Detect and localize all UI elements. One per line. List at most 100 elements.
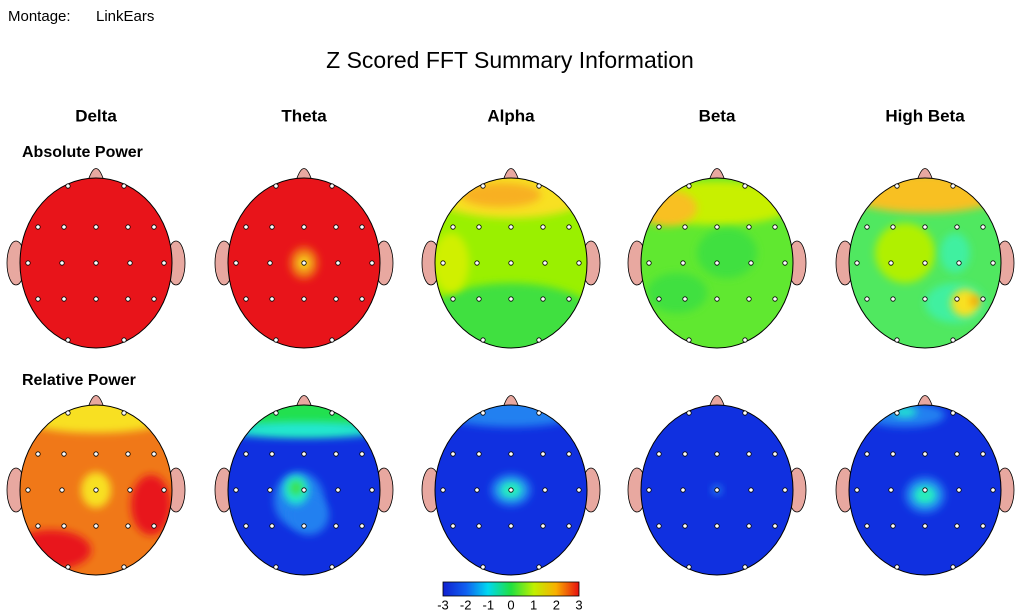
electrode	[59, 487, 65, 493]
electrode	[269, 224, 275, 230]
electrode	[980, 451, 986, 457]
electrode	[922, 296, 928, 302]
electrode	[335, 260, 341, 266]
electrode	[359, 296, 365, 302]
electrode	[301, 260, 307, 266]
electrode	[269, 451, 275, 457]
electrode	[65, 564, 71, 570]
row-label: Absolute Power	[22, 144, 143, 161]
electrode	[922, 523, 928, 529]
electrode	[576, 487, 582, 493]
electrode	[61, 523, 67, 529]
band-label: Beta	[699, 106, 736, 125]
electrode	[508, 487, 514, 493]
head-outline	[434, 177, 588, 349]
electrode	[566, 451, 572, 457]
electrode	[890, 224, 896, 230]
map-region	[461, 183, 541, 207]
electrode	[890, 451, 896, 457]
head	[214, 395, 394, 576]
map-region	[20, 530, 91, 570]
map-region	[641, 190, 697, 226]
electrode	[682, 523, 688, 529]
map-region	[228, 422, 380, 438]
electrode	[243, 451, 249, 457]
electrode	[93, 224, 99, 230]
electrode	[954, 296, 960, 302]
electrode	[359, 451, 365, 457]
electrode	[243, 523, 249, 529]
electrode	[576, 260, 582, 266]
electrode	[714, 296, 720, 302]
electrode	[450, 451, 456, 457]
electrode	[566, 523, 572, 529]
electrode	[301, 451, 307, 457]
electrode	[508, 296, 514, 302]
electrode	[748, 487, 754, 493]
electrode	[440, 260, 446, 266]
electrode	[61, 296, 67, 302]
electrode	[243, 224, 249, 230]
electrode	[508, 523, 514, 529]
map-region	[697, 228, 757, 278]
electrode	[890, 523, 896, 529]
electrode	[269, 523, 275, 529]
electrode	[742, 183, 748, 189]
electrode	[772, 451, 778, 457]
head-outline	[640, 404, 794, 576]
electrode	[93, 451, 99, 457]
electrode	[954, 224, 960, 230]
electrode	[65, 183, 71, 189]
electrode	[480, 410, 486, 416]
electrode	[894, 183, 900, 189]
electrode	[682, 451, 688, 457]
electrode	[333, 523, 339, 529]
electrode	[329, 183, 335, 189]
electrode	[922, 260, 928, 266]
electrode	[161, 487, 167, 493]
electrode	[980, 523, 986, 529]
electrode	[65, 410, 71, 416]
map-region	[951, 289, 979, 317]
electrode	[682, 224, 688, 230]
electrode	[125, 523, 131, 529]
electrode	[333, 296, 339, 302]
electrode	[65, 337, 71, 343]
electrode	[127, 487, 133, 493]
electrode	[474, 260, 480, 266]
electrode	[782, 260, 788, 266]
head-outline	[640, 177, 794, 349]
electrode	[121, 410, 127, 416]
electrode	[450, 224, 456, 230]
electrode	[335, 487, 341, 493]
electrode	[476, 224, 482, 230]
electrode	[854, 487, 860, 493]
electrode	[61, 224, 67, 230]
electrode	[680, 260, 686, 266]
electrode	[536, 183, 542, 189]
electrode	[121, 337, 127, 343]
electrode	[656, 296, 662, 302]
head	[421, 168, 601, 349]
electrode	[508, 224, 514, 230]
electrode	[714, 523, 720, 529]
electrode	[922, 487, 928, 493]
map-region	[920, 491, 930, 499]
electrode	[950, 337, 956, 343]
head	[627, 168, 807, 349]
colorbar-tick-label: 2	[553, 597, 560, 612]
map-region	[435, 283, 587, 348]
electrode	[772, 296, 778, 302]
electrode	[536, 337, 542, 343]
electrode	[894, 337, 900, 343]
electrode	[682, 296, 688, 302]
electrode	[540, 523, 546, 529]
electrode	[125, 296, 131, 302]
electrode	[864, 296, 870, 302]
head	[214, 168, 394, 349]
electrode	[121, 564, 127, 570]
electrode	[233, 260, 239, 266]
map-region	[647, 273, 707, 313]
map-region	[940, 233, 970, 273]
